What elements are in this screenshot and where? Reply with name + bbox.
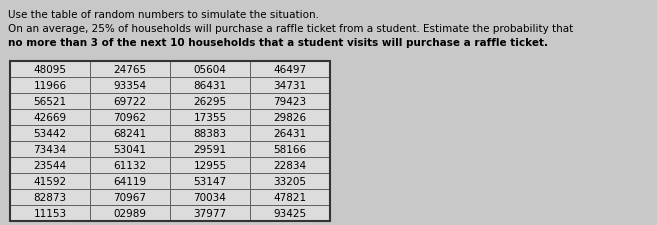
Bar: [250, 62, 330, 78]
Text: 53041: 53041: [114, 144, 147, 154]
Text: 69722: 69722: [114, 97, 147, 106]
Text: 93425: 93425: [273, 208, 307, 218]
Bar: [10, 94, 90, 110]
Text: 70034: 70034: [194, 192, 227, 202]
Bar: [250, 110, 330, 126]
Text: 41592: 41592: [34, 176, 66, 186]
Bar: [250, 141, 330, 157]
Text: 86431: 86431: [193, 81, 227, 91]
Bar: [250, 205, 330, 221]
Text: 22834: 22834: [273, 160, 307, 170]
Text: 79423: 79423: [273, 97, 307, 106]
Text: 93354: 93354: [114, 81, 147, 91]
Text: 11153: 11153: [34, 208, 66, 218]
Text: 48095: 48095: [34, 65, 66, 75]
Bar: [170, 189, 250, 205]
Bar: [250, 94, 330, 110]
Text: 29826: 29826: [273, 112, 307, 122]
Bar: [10, 173, 90, 189]
Bar: [90, 94, 170, 110]
Bar: [250, 173, 330, 189]
Text: 70967: 70967: [114, 192, 147, 202]
Text: 02989: 02989: [114, 208, 147, 218]
Bar: [170, 205, 250, 221]
Bar: [10, 141, 90, 157]
Text: 23544: 23544: [34, 160, 66, 170]
Bar: [10, 62, 90, 78]
Text: 73434: 73434: [34, 144, 66, 154]
Bar: [90, 189, 170, 205]
Bar: [170, 173, 250, 189]
Text: 26295: 26295: [193, 97, 227, 106]
Text: 47821: 47821: [273, 192, 307, 202]
Text: 88383: 88383: [193, 128, 227, 138]
Text: 05604: 05604: [194, 65, 227, 75]
Bar: [250, 126, 330, 141]
Bar: [170, 78, 250, 94]
Bar: [170, 110, 250, 126]
Bar: [10, 78, 90, 94]
Bar: [90, 141, 170, 157]
Text: 24765: 24765: [114, 65, 147, 75]
Text: On an average, 25% of households will purchase a raffle ticket from a student. E: On an average, 25% of households will pu…: [8, 24, 574, 34]
Text: 34731: 34731: [273, 81, 307, 91]
Text: 58166: 58166: [273, 144, 307, 154]
Text: 70962: 70962: [114, 112, 147, 122]
Bar: [10, 205, 90, 221]
Text: 46497: 46497: [273, 65, 307, 75]
Text: 29591: 29591: [193, 144, 227, 154]
Text: 37977: 37977: [193, 208, 227, 218]
Bar: [10, 62, 330, 221]
Text: 33205: 33205: [273, 176, 307, 186]
Bar: [10, 126, 90, 141]
Bar: [90, 126, 170, 141]
Bar: [250, 78, 330, 94]
Bar: [90, 62, 170, 78]
Bar: [170, 62, 250, 78]
Bar: [10, 110, 90, 126]
Bar: [90, 205, 170, 221]
Bar: [90, 157, 170, 173]
Bar: [250, 157, 330, 173]
Text: no more than 3 of the next 10 households that a student visits will purchase a r: no more than 3 of the next 10 households…: [8, 38, 548, 48]
Text: 53147: 53147: [193, 176, 227, 186]
Bar: [90, 78, 170, 94]
Text: 42669: 42669: [34, 112, 66, 122]
Text: 17355: 17355: [193, 112, 227, 122]
Bar: [10, 189, 90, 205]
Text: 12955: 12955: [193, 160, 227, 170]
Bar: [170, 94, 250, 110]
Bar: [170, 141, 250, 157]
Bar: [10, 157, 90, 173]
Text: 26431: 26431: [273, 128, 307, 138]
Text: 11966: 11966: [34, 81, 66, 91]
Bar: [170, 126, 250, 141]
Bar: [90, 173, 170, 189]
Text: 53442: 53442: [34, 128, 66, 138]
Text: 56521: 56521: [34, 97, 66, 106]
Text: 68241: 68241: [114, 128, 147, 138]
Bar: [250, 189, 330, 205]
Text: Use the table of random numbers to simulate the situation.: Use the table of random numbers to simul…: [8, 10, 319, 20]
Bar: [90, 110, 170, 126]
Bar: [170, 157, 250, 173]
Text: 82873: 82873: [34, 192, 66, 202]
Text: 64119: 64119: [114, 176, 147, 186]
Text: 61132: 61132: [114, 160, 147, 170]
